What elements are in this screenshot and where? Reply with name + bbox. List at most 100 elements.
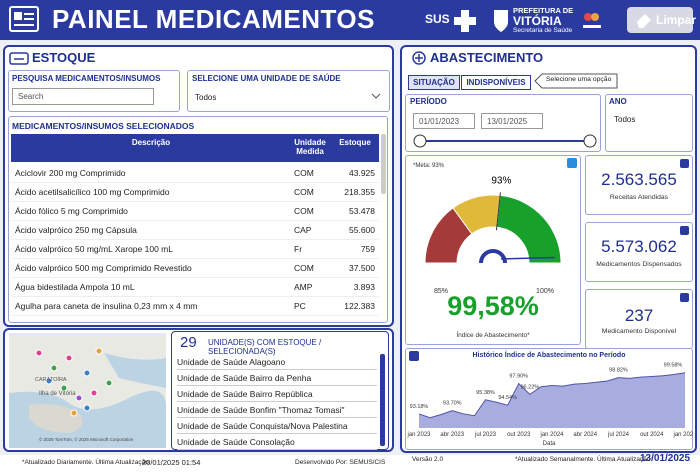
estoque-title: ESTOQUE	[32, 50, 96, 65]
year-select[interactable]: Todos	[614, 115, 635, 124]
table-row[interactable]: Ácido valpróico 50 mg/mL Xarope 100 mL Fr…	[11, 240, 379, 259]
x-tick-label: jan 2023	[406, 432, 431, 438]
data-label: 99.58%	[664, 363, 683, 369]
column-header[interactable]: Estoque	[339, 138, 371, 147]
info-badge[interactable]	[680, 226, 689, 235]
info-badge[interactable]	[680, 293, 689, 302]
info-badge[interactable]	[680, 159, 689, 168]
column-header[interactable]: Unidade Medida	[294, 138, 326, 156]
map-marker[interactable]	[45, 377, 53, 385]
tab[interactable]: INDISPONÍVEIS	[461, 75, 531, 90]
unit-value[interactable]: Todos	[195, 93, 217, 102]
date-slider[interactable]	[412, 133, 598, 149]
end-date[interactable]: 13/01/2025	[481, 113, 543, 129]
footer-date: 13/01/2025	[640, 453, 691, 464]
unit-item[interactable]: Unidade de Saúde Conquista/Nova Palestin…	[177, 418, 377, 434]
cell-stock: 218.355	[344, 187, 375, 197]
table-row[interactable]: Ácido valpróico 500 mg Comprimido Revest…	[11, 259, 379, 278]
unit-item[interactable]: Unidade de Saúde Bairro da Penha	[177, 370, 377, 386]
prefeitura: PREFEITURA DE	[513, 6, 574, 15]
map-label: Ilha de Vitória	[39, 391, 76, 397]
cell-unit: AMP	[294, 282, 313, 292]
scrollbar[interactable]	[380, 354, 385, 446]
scrollbar[interactable]	[381, 134, 386, 194]
x-tick-label: jan 2024	[539, 432, 564, 438]
map-marker[interactable]	[70, 409, 78, 417]
start-date-text[interactable]: 01/01/2023	[419, 117, 460, 126]
cell-stock: 759	[360, 244, 375, 254]
map: CARATOÍRA Ilha de Vitória © 2025 TomTom, ©…	[9, 333, 166, 448]
developer: Desenvolvido Por: SEMUS/CIS	[295, 459, 386, 466]
units-count: 29	[180, 334, 197, 351]
unit-item[interactable]: Unidade de Saúde Bonfim "Thomaz Tomasi"	[177, 402, 377, 418]
map-marker[interactable]	[83, 369, 91, 377]
cell-unit: PC	[294, 301, 306, 311]
unit-select[interactable]: Todos	[195, 93, 216, 102]
sus-cross	[454, 10, 476, 32]
x-tick-label: abr 2024	[573, 432, 597, 438]
map-marker[interactable]	[60, 384, 68, 392]
needle-hub	[479, 249, 507, 264]
x-tick-label: jul 2024	[607, 432, 630, 438]
cell-description: Agulha para caneta de insulina 0,23 mm x…	[15, 301, 198, 311]
search-input[interactable]: Search	[12, 88, 154, 105]
table-row[interactable]: Ácido acetilsalicílico 100 mg Comprimido…	[11, 183, 379, 202]
chart-title: Histórico Índice de Abastecimento no Per…	[473, 350, 626, 359]
target-label: 93%	[491, 175, 511, 186]
gauge-band	[496, 194, 562, 264]
cell-description: Aciclovir 200 mg Comprimido	[15, 168, 126, 178]
footer	[0, 455, 700, 473]
gauge-chart: *Meta: 93% 93% 85% 100%99,58% Índice de Abas…	[413, 158, 577, 339]
data-label: 96.22%	[521, 384, 540, 390]
map-marker[interactable]	[105, 379, 113, 387]
clear-button[interactable]: Limpar	[627, 7, 697, 33]
map-marker[interactable]	[50, 364, 58, 372]
cell-unit: COM	[294, 187, 314, 197]
unit-item[interactable]: Unidade de Saúde Consolação	[177, 434, 377, 450]
kpi-value: 237	[624, 306, 654, 325]
tab[interactable]: SITUAÇÃO	[408, 75, 460, 90]
map-marker[interactable]	[65, 354, 73, 362]
start-date[interactable]: 01/01/2023	[413, 113, 475, 129]
units-box: 29 UNIDADE(S) COM ESTOQUE / SELECIONADA(…	[171, 331, 389, 450]
kpi-label: Medicamento Disponível	[601, 328, 677, 335]
cell-description: Água bidestilada Ampola 10 mL	[15, 282, 135, 292]
chevron[interactable]	[370, 91, 382, 101]
footer-date: 20/01/2025 01:54	[142, 458, 201, 467]
end-date-text[interactable]: 13/01/2025	[487, 117, 528, 126]
map-marker[interactable]	[95, 347, 103, 355]
year-label: ANO	[609, 97, 627, 106]
table-row[interactable]: Água bidestilada Ampola 10 mL AMP 3.893	[11, 278, 379, 297]
cell-description: Albendazol 40 mg/mL Suspensão Oral 10 mL	[15, 316, 186, 322]
table-row[interactable]: Albendazol 40 mg/mL Suspensão Oral 10 mL…	[11, 316, 379, 322]
map-marker[interactable]	[75, 394, 83, 402]
unit-item[interactable]: Unidade de Saúde Alagoano	[177, 354, 377, 370]
data-label: 97.90%	[509, 374, 528, 380]
table-row[interactable]: Ácido valpróico 250 mg Cápsula CAP 55.600	[11, 221, 379, 240]
map-credit: © 2025 TomTom, © 2025 Microsoft Corporat…	[39, 436, 134, 442]
clear-label[interactable]: Limpar	[656, 13, 697, 27]
table-row[interactable]: Ácido fólico 5 mg Comprimido COM 53.478	[11, 202, 379, 221]
map-marker[interactable]	[83, 404, 91, 412]
table-body: Aciclovir 200 mg Comprimido COM 43.925 Ácid…	[11, 164, 379, 322]
kpi-card: 2.563.565 Receitas Atendidas	[585, 155, 693, 215]
gauge-needle	[500, 256, 555, 260]
kpi-value: 5.573.062	[601, 237, 677, 256]
table-row[interactable]: Aciclovir 200 mg Comprimido COM 43.925	[11, 164, 379, 183]
table-row[interactable]: Agulha para caneta de insulina 0,23 mm x…	[11, 297, 379, 316]
cell-unit: CAP	[294, 225, 312, 235]
cell-unit: Fr	[294, 316, 302, 322]
unit-item[interactable]: Unidade de Saúde Bairro República	[177, 386, 377, 402]
x-axis-label: Data	[543, 441, 556, 447]
cell-stock: 43.925	[349, 168, 375, 178]
footer-note: *Atualizado Diariamente. Última Atualiza…	[22, 459, 151, 466]
cell-stock: 3.893	[353, 282, 375, 292]
column-header[interactable]: Descrição	[131, 138, 171, 147]
tooltip: Selecione uma opção	[546, 76, 612, 83]
info-badge[interactable]	[409, 351, 419, 361]
map-marker[interactable]	[90, 389, 98, 397]
map-marker[interactable]	[35, 349, 43, 357]
info-badge[interactable]	[567, 158, 577, 168]
year-value[interactable]: Todos	[614, 115, 636, 124]
